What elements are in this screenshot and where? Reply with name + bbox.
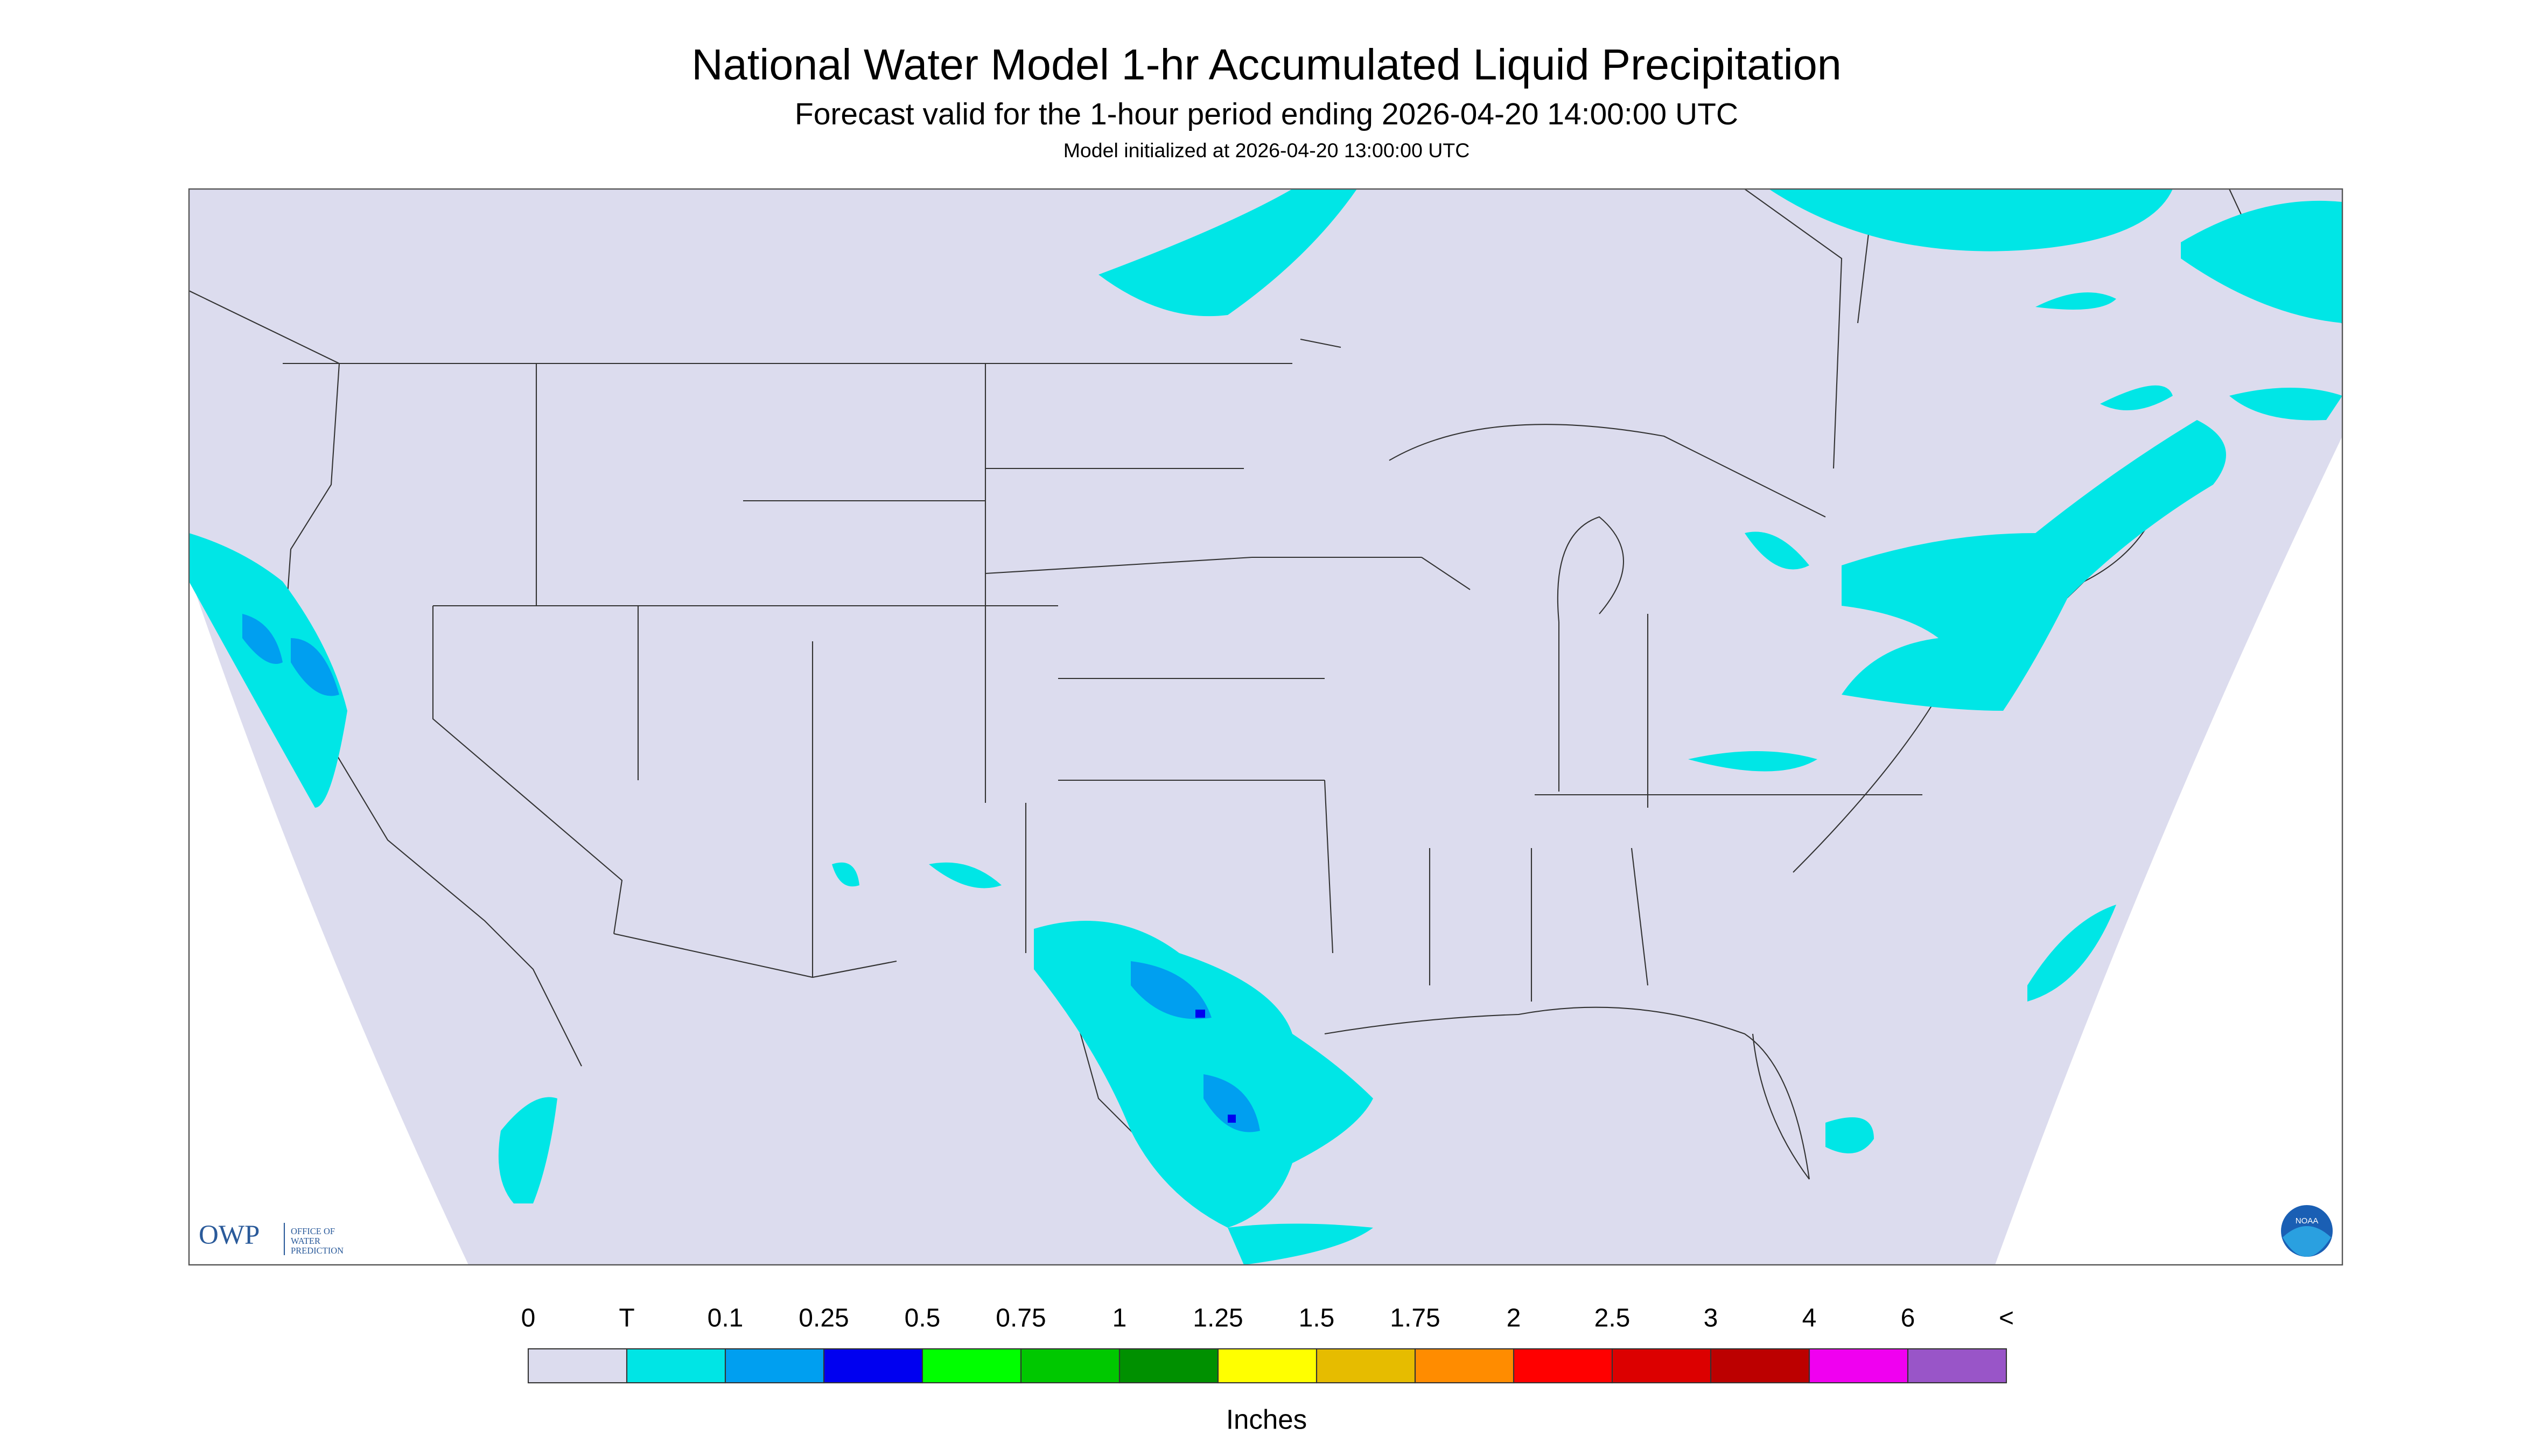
- noaa-logo: NOAA: [2281, 1205, 2333, 1257]
- title: National Water Model 1-hr Accumulated Li…: [691, 40, 1842, 89]
- colorbar-swatch: [724, 1348, 825, 1384]
- colorbar-swatch: [1414, 1348, 1515, 1384]
- colorbar-label: T: [619, 1304, 634, 1333]
- map-border: [188, 188, 2343, 1266]
- colorbar-swatch: [527, 1348, 628, 1384]
- colorbar-label: 1.5: [1299, 1304, 1335, 1333]
- colorbar-units: Inches: [1226, 1404, 1307, 1434]
- colorbar-label: 6: [1901, 1304, 1915, 1333]
- colorbar-label: 1: [1112, 1304, 1127, 1333]
- map: [188, 188, 2343, 1266]
- noaa-text: NOAA: [2296, 1216, 2319, 1226]
- colorbar-label: 0.25: [799, 1304, 849, 1333]
- colorbar-swatch: [1808, 1348, 1909, 1384]
- colorbar-label: 1.75: [1390, 1304, 1440, 1333]
- colorbar: 0 T 0.1 0.25 0.5 0.75 1 1.25 1.5 1.75 2 2.5 3 4 6 <: [521, 1304, 2014, 1384]
- colorbar-swatch: [1611, 1348, 1712, 1384]
- owp-name: PREDICTION: [291, 1245, 344, 1256]
- colorbar-label: 4: [1802, 1304, 1817, 1333]
- colorbar-swatch: [823, 1348, 923, 1384]
- subtitle: Forecast valid for the 1-hour period end…: [795, 97, 1738, 131]
- owp-name: OFFICE OF: [291, 1226, 335, 1236]
- colorbar-label: 1.25: [1193, 1304, 1243, 1333]
- colorbar-swatch: [921, 1348, 1022, 1384]
- colorbar-swatch: [1316, 1348, 1416, 1384]
- colorbar-label: 3: [1704, 1304, 1718, 1333]
- precip-0-25: [1195, 1010, 1236, 1123]
- colorbar-swatch: [1710, 1348, 1810, 1384]
- colorbar-label: 2.5: [1594, 1304, 1631, 1333]
- colorbar-swatch: [1020, 1348, 1121, 1384]
- colorbar-swatch: [626, 1348, 726, 1384]
- noaa-wave: [2283, 1226, 2331, 1257]
- colorbar-label: 0: [521, 1304, 536, 1333]
- colorbar-swatch: [1907, 1348, 2007, 1384]
- colorbar-swatch: [1513, 1348, 1613, 1384]
- owp-mark: OWP: [199, 1220, 260, 1250]
- owp-logo: OWP OFFICE OF WATER PREDICTION: [199, 1220, 344, 1256]
- colorbar-label: 0.5: [905, 1304, 941, 1333]
- colorbar-swatch: [1118, 1348, 1219, 1384]
- colorbar-label: 0.75: [996, 1304, 1046, 1333]
- owp-name: WATER: [291, 1236, 320, 1246]
- colorbar-label: 2: [1507, 1304, 1521, 1333]
- colorbar-label: 0.1: [708, 1304, 744, 1333]
- colorbar-label: <: [1999, 1304, 2014, 1333]
- model-domain: [189, 189, 2342, 1265]
- init-time: Model initialized at 2026-04-20 13:00:00…: [1063, 139, 1470, 162]
- precip-0-1: [242, 614, 1260, 1132]
- colorbar-swatch: [1217, 1348, 1318, 1384]
